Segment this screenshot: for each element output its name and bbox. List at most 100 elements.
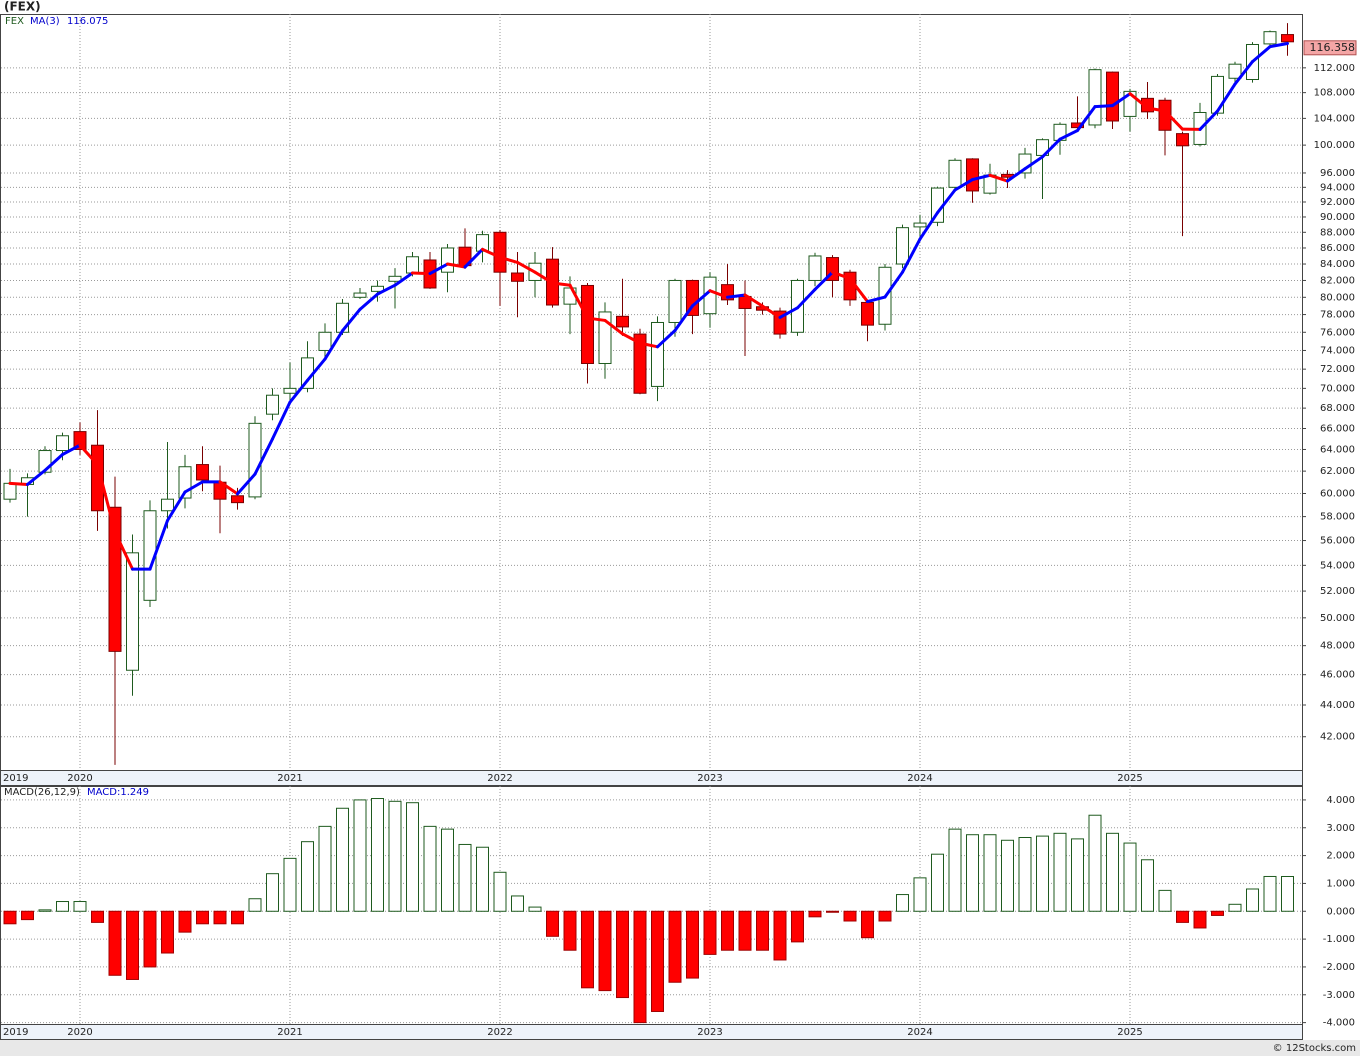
x-tick-label: 2022 [487,1027,512,1038]
y-tick-label: 54.000 [1320,560,1355,571]
x-tick-label: 2021 [277,773,302,784]
candle-body [966,158,979,192]
ma-line [586,316,607,322]
ma-line [148,518,169,571]
candle-body [686,279,699,316]
macd-bar [1001,839,1014,912]
candle-body [283,387,297,394]
ma-line [638,341,659,349]
ma-line [1163,109,1184,131]
macd-bar [1141,859,1154,912]
y-tick-label: 44.000 [1320,700,1355,711]
macd-bar [546,910,559,937]
macd-bar [336,807,349,912]
ma-line [1058,128,1079,141]
x-tick-label: 2024 [907,1027,932,1038]
macd-bar [738,910,752,951]
ma-line [831,270,852,281]
macd-bar [108,910,122,976]
macd-bar [73,901,87,912]
ma-line [656,328,677,349]
ma-line [61,443,82,457]
macd-bar [126,910,139,980]
ma-line [376,283,397,296]
ma-line [166,490,187,522]
candle-body [1071,122,1084,129]
macd-bar [1246,888,1259,912]
ma-line [236,472,257,496]
y-tick-label: 92.000 [1320,197,1355,208]
ma-line [78,443,99,467]
macd-bar [756,910,769,951]
y-tick-label: 80.000 [1320,292,1355,303]
y-tick-label: 60.000 [1320,488,1355,499]
macd-bar [913,877,927,912]
macd-bar [248,898,262,912]
macd-bar [1036,835,1049,912]
ma-line [813,270,834,291]
macd-bar [283,857,297,912]
candle-body [1228,63,1242,79]
footer: © 12Stocks.com [1273,1043,1356,1054]
candle-body [353,292,367,298]
candle-body [1106,71,1119,122]
macd-bar [773,910,787,961]
y-tick-label: 100.000 [1314,140,1355,151]
ma-line [1111,92,1132,108]
candle-body [861,301,874,326]
candle-body [248,422,262,498]
ma-line [271,400,292,441]
chart-title: (FEX) [4,0,41,14]
ma-line [1041,137,1062,159]
macd-bar [161,910,174,954]
ma-line [551,281,572,287]
macd-bar [371,798,384,912]
macd-bar [143,910,157,968]
ma-line [568,283,589,320]
ma-line [498,255,519,264]
macd-bar [1281,875,1294,912]
ma-line [1023,155,1044,171]
macd-bar [178,910,192,933]
y-tick-label: 52.000 [1320,586,1355,597]
candle-body [581,284,594,364]
candle-body [1211,75,1224,114]
ma-line [988,173,1009,183]
candle-body [406,256,419,274]
legend-ma-value: 116.075 [67,16,108,27]
y-tick-label: 94.000 [1320,182,1355,193]
y-tick-label: 74.000 [1320,345,1355,356]
ma-line [1146,106,1167,113]
y-tick-label: 42.000 [1320,732,1355,743]
macd-bar [1106,832,1119,912]
macd-bar [1176,910,1189,923]
y-tick-label: 58.000 [1320,512,1355,523]
candle-body [668,279,682,323]
y-tick-label: 90.000 [1320,212,1355,223]
ma-line [341,307,362,333]
ma-line [866,295,887,304]
y-tick-label: 96.000 [1320,168,1355,179]
x-tick-label: 2020 [67,1027,92,1038]
legend-ma: MA(3) [30,16,60,27]
y-tick-label: 112.000 [1314,63,1355,74]
y-tick-label: 82.000 [1320,275,1355,286]
ma-line [708,289,729,299]
x-tick-label: 2022 [487,773,512,784]
ma-line [743,293,764,308]
y-tick-label: 84.000 [1320,259,1355,270]
ma-line [936,188,957,215]
y-tick-label: 3.000 [1326,823,1355,834]
y-tick-label: -4.000 [1323,1018,1355,1029]
macd-bar [1123,842,1137,912]
macd-bar [301,841,314,912]
macd-bar [983,834,997,912]
macd-bar [878,910,892,922]
macd-bar [511,895,524,912]
x-tick-label: 2024 [907,773,932,784]
macd-bar [948,828,962,912]
macd-legend: MACD:1.249 [87,787,149,798]
ma-line [463,247,484,269]
macd-bar [1158,889,1172,912]
